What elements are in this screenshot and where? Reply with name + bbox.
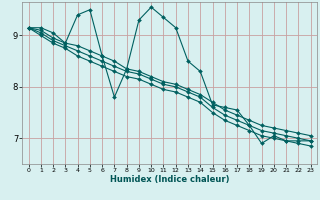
- X-axis label: Humidex (Indice chaleur): Humidex (Indice chaleur): [110, 175, 229, 184]
